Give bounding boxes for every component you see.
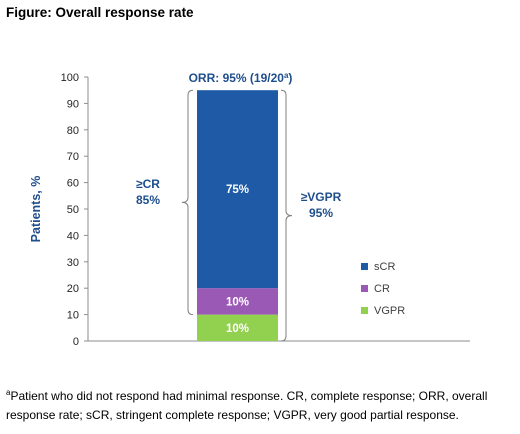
- legend-swatch-cr: [361, 285, 368, 292]
- y-tick-label: 50: [67, 204, 79, 216]
- vgpr-brace: [280, 89, 293, 342]
- vgpr-annotation-line1: ≥VGPR: [301, 190, 342, 204]
- orr-annotation: ORR: 95% (19/20a): [189, 71, 293, 86]
- legend-label-cr: CR: [374, 283, 390, 295]
- legend-swatch-vgpr: [361, 307, 368, 314]
- vgpr-annotation-line2: 95%: [309, 206, 333, 220]
- y-tick-label: 40: [67, 230, 79, 242]
- y-tick-label: 30: [67, 257, 79, 269]
- bar-segment-scr: [197, 90, 278, 289]
- y-tick-label: 20: [67, 283, 79, 295]
- y-tick-label: 0: [73, 336, 79, 348]
- cr-annotation-line1: ≥CR: [136, 177, 160, 191]
- y-tick-label: 70: [67, 151, 79, 163]
- data-label-vgpr: 10%: [226, 323, 249, 335]
- legend-label-vgpr: VGPR: [374, 305, 405, 317]
- data-label-scr: 75%: [226, 184, 249, 196]
- legend-label-scr: sCR: [374, 261, 395, 273]
- figure-title: Figure: Overall response rate: [6, 5, 194, 20]
- cr-brace: [181, 89, 194, 316]
- y-axis-title: Patients, %: [29, 176, 43, 243]
- data-label-cr: 10%: [226, 296, 249, 308]
- cr-annotation-line2: 85%: [136, 193, 160, 207]
- y-tick-label: 60: [67, 178, 79, 190]
- bar-segment-vgpr: [197, 314, 278, 341]
- y-tick-label: 10: [67, 310, 79, 322]
- footnote: aPatient who did not respond had minimal…: [6, 383, 516, 425]
- footnote-text: Patient who did not respond had minimal …: [6, 389, 488, 422]
- y-tick-label: 80: [67, 125, 79, 137]
- y-tick-label: 100: [61, 72, 79, 84]
- bar-segment-cr: [197, 288, 278, 315]
- response-rate-chart: 0 10 20 30 40 50 60 70 80 90 100 Patients, % 10% 10% 7…: [29, 71, 470, 348]
- footnote-marker: a: [6, 388, 11, 397]
- legend-swatch-scr: [361, 263, 368, 270]
- y-tick-label: 90: [67, 98, 79, 110]
